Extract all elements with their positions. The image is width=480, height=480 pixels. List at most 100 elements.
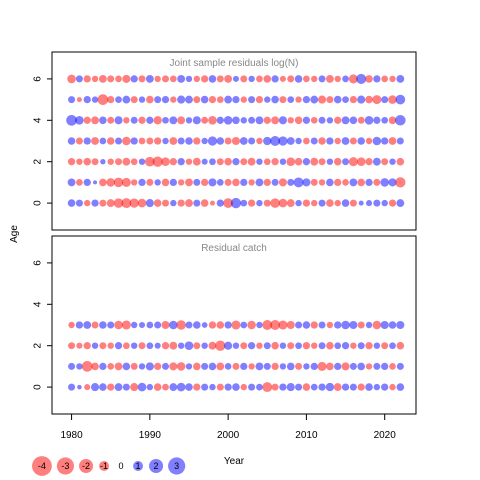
bubble-age-4-1999 [216, 116, 224, 124]
bubble-age-3-1999 [216, 137, 225, 145]
bubble-age-1-1982 [81, 361, 93, 372]
bubble-age-2-2004 [256, 342, 263, 349]
bubble-age-3-2009 [295, 321, 303, 329]
bubble-age-0-1997 [201, 383, 209, 391]
bubble-age-3-2021 [388, 137, 397, 145]
bubble-age-6-1992 [162, 75, 170, 83]
bubble-age-3-2009 [295, 137, 302, 145]
bubble-age-6-2006 [271, 75, 279, 83]
bubble-age-0-2004 [256, 199, 263, 207]
bubble-age-3-2014 [334, 321, 342, 329]
bubble-age-4-1986 [114, 116, 123, 125]
bubble-age-0-1992 [162, 383, 169, 391]
bubble-age-5-2012 [318, 95, 327, 104]
bubble-age-5-2000 [224, 95, 233, 104]
bubble-age-1-2003 [248, 363, 255, 370]
bubble-age-5-1982 [83, 95, 91, 104]
bubble-age-2-1988 [130, 158, 138, 166]
legend-label: -1 [100, 461, 108, 471]
bubble-age-1-1999 [216, 362, 225, 371]
bubble-age-3-2006 [270, 136, 281, 146]
bubble-age-3-2002 [240, 321, 248, 329]
bubble-age-3-1992 [162, 137, 169, 145]
bubble-age-3-2008 [286, 137, 295, 145]
bubble-age-2-2001 [232, 342, 240, 349]
bubble-age-1-1981 [76, 363, 83, 370]
bubble-age-1-1989 [138, 178, 146, 187]
bubble-age-2-2005 [263, 158, 271, 166]
bubble-age-0-1994 [176, 382, 186, 392]
bubble-age-0-1988 [129, 198, 139, 208]
y-tick-label: 0 [33, 200, 44, 206]
y-tick-label: 6 [33, 76, 44, 82]
bubble-age-4-2011 [310, 116, 318, 124]
bubble-age-4-1987 [123, 117, 130, 124]
bubble-age-1-1992 [161, 178, 170, 187]
bubble-age-2-1994 [177, 158, 185, 166]
bubble-age-1-2004 [255, 362, 264, 371]
bubble-age-3-2003 [247, 320, 256, 330]
bubble-age-6-2000 [224, 74, 233, 83]
bubble-age-2-1980 [67, 158, 76, 166]
bubble-age-3-1983 [91, 137, 99, 145]
bubble-age-4-1983 [91, 116, 99, 125]
bubble-age-2-1987 [123, 342, 130, 350]
bubble-age-6-2012 [318, 75, 326, 83]
x-tick-label: 1980 [60, 430, 83, 441]
bubble-age-1-2015 [342, 179, 349, 186]
bubble-age-4-1988 [130, 116, 138, 124]
bubble-age-2-1984 [99, 342, 107, 350]
bubble-age-2-1983 [91, 158, 99, 166]
bubble-age-0-1991 [153, 383, 162, 391]
bubble-age-2-2012 [318, 342, 326, 350]
bubble-age-3-2013 [326, 321, 334, 329]
bubble-age-3-1992 [161, 320, 170, 330]
bubble-age-2-1992 [161, 157, 170, 166]
bubble-age-1-1993 [169, 362, 178, 371]
bubble-age-2-2022 [396, 157, 405, 166]
bubble-age-4-1990 [146, 116, 154, 124]
bubble-age-4-2006 [271, 116, 280, 125]
bubble-age-1-1984 [99, 178, 107, 187]
bubble-age-3-2011 [310, 137, 318, 145]
bubble-age-1-2000 [224, 178, 232, 186]
bubble-age-6-2021 [389, 75, 396, 83]
bubble-age-6-1986 [115, 75, 122, 83]
bubble-age-1-1994 [176, 362, 186, 371]
bubble-age-2-2009 [295, 342, 302, 350]
bubble-age-2-2015 [342, 158, 350, 166]
bubble-age-0-2015 [341, 383, 350, 391]
bubble-age-0-1980 [68, 383, 76, 391]
bubble-age-0-1982 [84, 199, 91, 207]
bubble-age-3-1984 [99, 137, 107, 145]
bubble-age-0-2022 [396, 199, 405, 208]
bubble-age-0-1994 [177, 199, 185, 207]
bubble-age-0-2006 [271, 383, 279, 391]
bubble-age-2-1997 [201, 158, 208, 165]
bubble-age-6-1994 [177, 74, 186, 83]
bubble-age-0-1999 [216, 383, 224, 391]
bubble-age-3-1996 [193, 321, 201, 329]
bubble-age-2-2016 [350, 342, 357, 349]
bubble-age-1-2007 [278, 178, 287, 187]
bubble-age-4-2000 [223, 116, 233, 125]
bubble-age-3-2004 [256, 321, 263, 329]
bubble-age-0-1985 [106, 199, 115, 208]
bubble-age-0-2008 [286, 383, 295, 392]
y-tick-label: 0 [33, 384, 44, 390]
bubble-age-5-2003 [248, 96, 256, 104]
legend-bubble [133, 461, 144, 471]
bubble-age-3-1988 [130, 321, 138, 329]
x-tick-label: 2010 [295, 430, 318, 441]
bubble-age-3-2017 [357, 137, 365, 145]
bubble-age-1-1985 [106, 178, 115, 187]
bubble-age-0-1984 [99, 383, 107, 391]
bubble-age-5-1986 [115, 96, 122, 103]
bubble-age-3-1997 [201, 322, 208, 328]
bubble-age-3-1998 [207, 136, 218, 146]
bubble-age-3-1995 [185, 321, 193, 329]
bubble-age-4-2021 [388, 116, 397, 125]
bubble-age-5-2008 [287, 96, 295, 103]
bubble-age-0-1995 [185, 383, 193, 391]
bubble-age-6-1999 [216, 75, 224, 83]
